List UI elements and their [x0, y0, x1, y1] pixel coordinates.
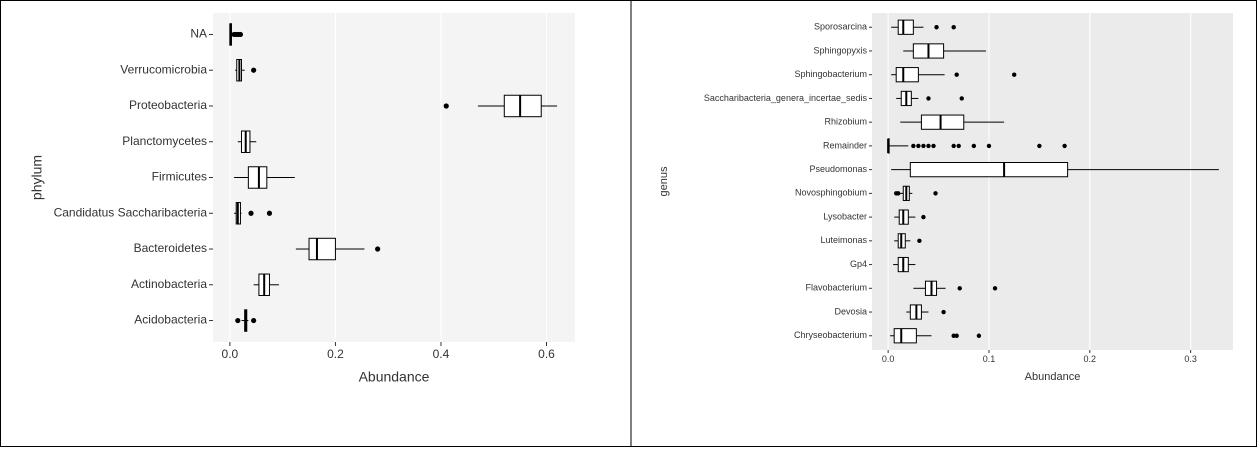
- x-axis-label: Abundance: [1025, 371, 1081, 383]
- y-tick-label: Sporosarcina: [814, 22, 867, 32]
- box: [897, 19, 914, 35]
- x-tick-label: 0.2: [327, 347, 344, 361]
- box: [308, 237, 336, 261]
- outlier: [971, 143, 977, 149]
- y-tick-label: Verrucomicrobia: [120, 62, 207, 76]
- outlier: [916, 143, 921, 149]
- y-tick-label: Planctomycetes: [122, 134, 207, 148]
- y-tick-label: Candidatus Saccharibacteria: [54, 205, 208, 219]
- y-tick-label: Bacteroidetes: [134, 241, 207, 255]
- outlier: [941, 309, 946, 315]
- y-tick-label: Luteimonas: [820, 235, 867, 245]
- y-tick-label: Sphingobacterium: [794, 69, 867, 79]
- x-tick-label: 0.1: [983, 354, 996, 364]
- outlier: [956, 143, 961, 149]
- y-tick-label: Gp4: [850, 259, 867, 269]
- outlier: [959, 96, 964, 101]
- outlier: [911, 143, 916, 149]
- y-tick-label: Actinobacteria: [131, 277, 207, 291]
- outlier: [251, 317, 257, 324]
- outlier: [266, 210, 273, 216]
- outlier: [251, 67, 257, 73]
- outlier: [1011, 72, 1017, 77]
- outlier: [1062, 143, 1067, 149]
- outlier: [443, 103, 449, 109]
- y-tick-label: Proteobacteria: [129, 98, 207, 112]
- box: [909, 162, 1069, 178]
- y-tick-label: Novosphingobium: [795, 188, 867, 198]
- x-tick-label: 0.0: [222, 347, 239, 361]
- outlier: [954, 333, 959, 338]
- outlier: [248, 210, 254, 216]
- outlier: [957, 286, 962, 291]
- y-axis-label: genus: [658, 166, 670, 196]
- outlier: [931, 143, 936, 149]
- y-tick-label: Sphingopyxis: [813, 45, 867, 55]
- outlier: [926, 96, 931, 101]
- y-tick-label: NA: [190, 27, 207, 41]
- y-tick-label: Firmicutes: [152, 170, 207, 184]
- outlier: [951, 333, 956, 338]
- outlier: [926, 143, 931, 149]
- outlier: [896, 191, 901, 196]
- box: [247, 166, 268, 189]
- outlier: [986, 143, 992, 149]
- x-tick-label: 0.6: [538, 347, 555, 361]
- y-tick-label: Lysobacter: [823, 211, 867, 221]
- outlier: [921, 143, 926, 149]
- y-tick-label: Remainder: [823, 140, 867, 150]
- outlier: [921, 214, 926, 220]
- outlier: [976, 333, 982, 338]
- outlier: [375, 246, 381, 252]
- box: [920, 114, 965, 130]
- box: [503, 94, 542, 118]
- outlier: [237, 31, 244, 38]
- outlier: [954, 72, 959, 77]
- y-tick-label: Rhizobium: [824, 117, 867, 127]
- outlier: [917, 238, 922, 244]
- y-axis-label: phylum: [29, 155, 45, 200]
- x-tick-label: 0.0: [882, 354, 895, 364]
- plot-panel: [872, 13, 1233, 350]
- y-tick-label: Flavobacterium: [805, 283, 867, 293]
- outlier: [951, 143, 956, 149]
- y-tick-label: Pseudomonas: [809, 164, 867, 174]
- box: [895, 67, 919, 83]
- outlier: [235, 317, 241, 324]
- x-tick-label: 0.4: [433, 347, 450, 361]
- outlier: [1037, 143, 1042, 149]
- outlier: [933, 191, 938, 196]
- outlier: [934, 25, 939, 30]
- y-tick-label: Devosia: [834, 306, 867, 316]
- y-tick-label: Acidobacteria: [134, 313, 207, 327]
- outlier: [951, 25, 956, 30]
- y-tick-label: Chryseobacterium: [794, 330, 867, 340]
- x-tick-label: 0.3: [1184, 354, 1197, 364]
- box: [893, 328, 917, 344]
- x-axis-label: Abundance: [359, 369, 430, 385]
- x-tick-label: 0.2: [1084, 354, 1097, 364]
- y-tick-label: Saccharibacteria_genera_incertae_sedis: [704, 93, 868, 103]
- outlier: [992, 286, 998, 291]
